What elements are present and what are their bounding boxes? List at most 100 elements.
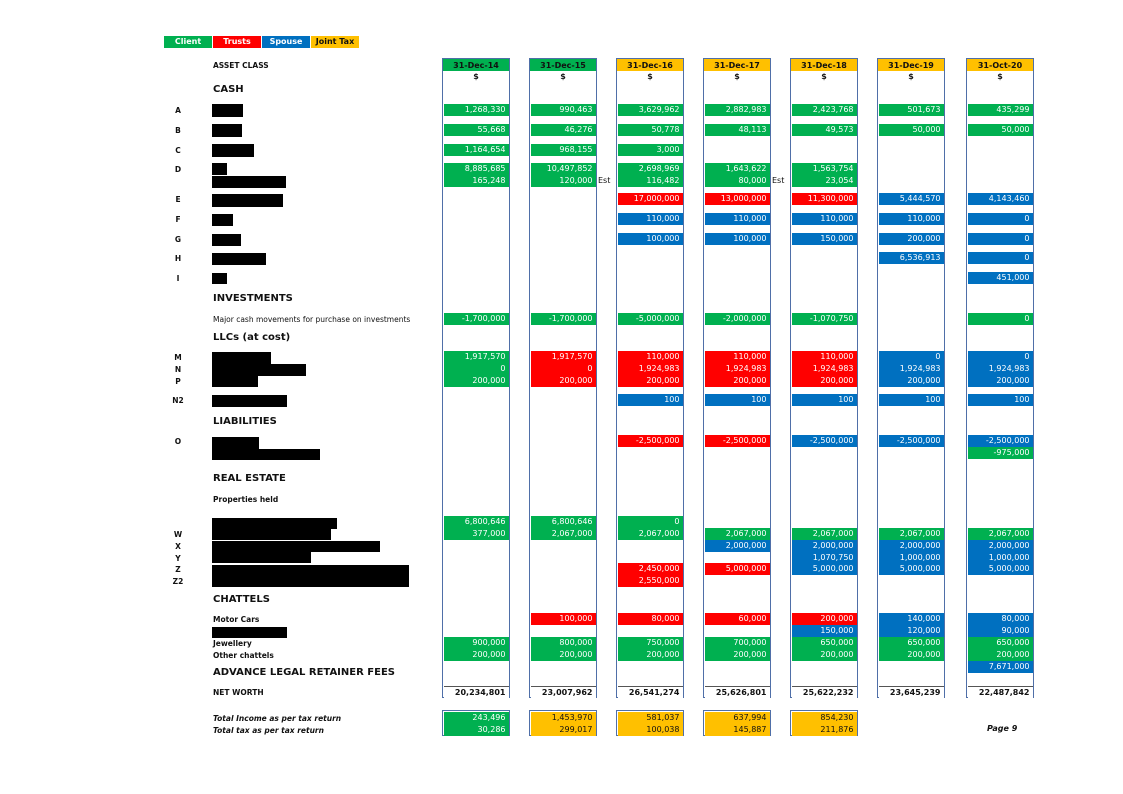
- value-cell-p: 200,000: [617, 375, 683, 387]
- value-cell-n: 1,924,983: [791, 363, 857, 375]
- value-cell-mc2: 150,000: [791, 625, 857, 637]
- value-cell-z: 5,000,000: [704, 563, 770, 575]
- value-cell-j: 700,000: [704, 637, 770, 649]
- jewellery-label: Jewellery: [213, 639, 252, 648]
- value-cell-n: 1,924,983: [704, 363, 770, 375]
- value-cell-f: 110,000: [878, 213, 944, 225]
- value-cell-a: 3,629,962: [617, 104, 683, 116]
- value-cell-e: 17,000,000: [617, 193, 683, 205]
- row-letter-o: O: [174, 437, 182, 446]
- value-cell-d1: 10,497,852: [530, 163, 596, 175]
- redacted-block: [212, 552, 311, 563]
- advance-legal-fees-title: ADVANCE LEGAL RETAINER FEES: [213, 667, 395, 678]
- llcs-section-title: LLCs (at cost): [213, 332, 291, 343]
- value-cell-nw: 26,541,274: [617, 686, 683, 698]
- value-cell-p: 200,000: [704, 375, 770, 387]
- value-cell-oc: 200,000: [791, 649, 857, 661]
- value-cell-w: 2,067,000: [791, 528, 857, 540]
- value-cell-oc: 200,000: [878, 649, 944, 661]
- redacted-block: [212, 529, 331, 540]
- value-cell-inv: -5,000,000: [617, 313, 683, 325]
- value-cell-alr: 7,671,000: [967, 661, 1033, 673]
- value-cell-a: 990,463: [530, 104, 596, 116]
- value-cell-o1: -2,500,000: [704, 435, 770, 447]
- value-cell-e: 4,143,460: [967, 193, 1033, 205]
- value-cell-n2: 100: [704, 394, 770, 406]
- value-cell-mc: 80,000: [967, 613, 1033, 625]
- value-cell-j: 800,000: [530, 637, 596, 649]
- value-cell-g: 0: [967, 233, 1033, 245]
- value-cell-b: 50,778: [617, 124, 683, 136]
- value-cell-d2: 116,482: [617, 175, 683, 187]
- row-letter-z: Z: [175, 565, 181, 574]
- column-header: 31-Oct-20: [966, 58, 1034, 71]
- value-cell-mc: 140,000: [878, 613, 944, 625]
- value-cell-d2: 23,054: [791, 175, 857, 187]
- redacted-block: [212, 518, 337, 529]
- value-cell-a: 1,268,330: [443, 104, 509, 116]
- value-cell-e: 5,444,570: [878, 193, 944, 205]
- total-tax-label: Total tax as per tax return: [213, 726, 324, 735]
- value-cell-p: 200,000: [791, 375, 857, 387]
- value-cell-oc: 200,000: [443, 649, 509, 661]
- value-cell-f: 110,000: [791, 213, 857, 225]
- legend-spouse: Spouse: [262, 36, 310, 48]
- row-letter-m: M: [174, 353, 182, 362]
- value-cell-o2: -975,000: [967, 447, 1033, 459]
- value-cell-z: 5,000,000: [791, 563, 857, 575]
- row-letter-c: C: [175, 146, 181, 155]
- value-cell-nw: 23,645,239: [878, 686, 944, 698]
- redacted-block: [212, 627, 287, 638]
- redacted-block: [212, 253, 266, 265]
- row-letter-y: Y: [175, 554, 181, 563]
- value-cell-mc: 80,000: [617, 613, 683, 625]
- value-cell-e: 13,000,000: [704, 193, 770, 205]
- value-cell-x: 2,000,000: [878, 540, 944, 552]
- value-cell-b: 48,113: [704, 124, 770, 136]
- value-cell-n: 0: [443, 363, 509, 375]
- value-cell-d1: 2,698,969: [617, 163, 683, 175]
- column-header: 31-Dec-15: [529, 58, 597, 71]
- value-cell-x: 2,000,000: [791, 540, 857, 552]
- value-cell-n: 0: [530, 363, 596, 375]
- value-cell-d1: 1,563,754: [791, 163, 857, 175]
- value-cell-tt: 211,876: [791, 724, 857, 736]
- value-cell-m: 110,000: [791, 351, 857, 363]
- value-cell-g: 100,000: [617, 233, 683, 245]
- value-cell-w: 2,067,000: [617, 528, 683, 540]
- row-letter-n: N: [174, 365, 182, 374]
- value-cell-g: 100,000: [704, 233, 770, 245]
- value-cell-o1: -2,500,000: [791, 435, 857, 447]
- value-cell-m: 1,917,570: [530, 351, 596, 363]
- currency-label: $: [908, 72, 914, 81]
- value-cell-inv: -1,700,000: [530, 313, 596, 325]
- value-cell-c: 1,164,654: [443, 144, 509, 156]
- value-cell-tt: 299,017: [530, 724, 596, 736]
- value-cell-j: 650,000: [967, 637, 1033, 649]
- redacted-block: [212, 541, 380, 552]
- investments-section-title: INVESTMENTS: [213, 293, 293, 304]
- value-cell-a: 2,423,768: [791, 104, 857, 116]
- value-cell-w0: 6,800,646: [443, 516, 509, 528]
- value-cell-w0: 6,800,646: [530, 516, 596, 528]
- redacted-block: [212, 449, 320, 460]
- estimate-note: Est: [772, 176, 785, 185]
- value-cell-w: 2,067,000: [878, 528, 944, 540]
- liabilities-section-title: LIABILITIES: [213, 416, 277, 427]
- redacted-block: [212, 104, 243, 117]
- motor-cars-label: Motor Cars: [213, 615, 260, 624]
- value-cell-z: 5,000,000: [967, 563, 1033, 575]
- value-cell-m: 1,917,570: [443, 351, 509, 363]
- redacted-block: [212, 214, 233, 226]
- value-cell-n2: 100: [617, 394, 683, 406]
- currency-label: $: [734, 72, 740, 81]
- value-cell-m: 110,000: [617, 351, 683, 363]
- page-number: Page 9: [987, 724, 1018, 733]
- row-letter-d: D: [174, 165, 182, 174]
- value-cell-inv: -1,700,000: [443, 313, 509, 325]
- value-cell-p: 200,000: [967, 375, 1033, 387]
- other-chattels-label: Other chattels: [213, 651, 274, 660]
- row-letter-z2: Z2: [172, 577, 184, 586]
- value-cell-tt: 100,038: [617, 724, 683, 736]
